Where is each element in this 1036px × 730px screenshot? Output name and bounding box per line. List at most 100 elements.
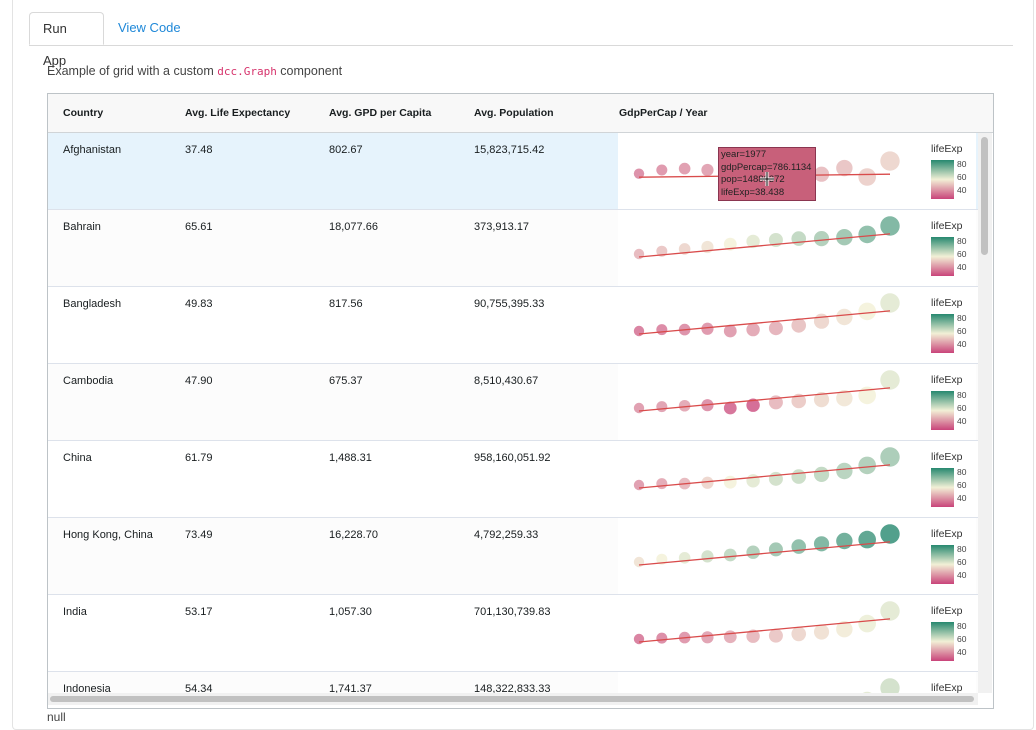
tab-view-code[interactable]: View Code (118, 20, 181, 35)
scatter-point[interactable] (858, 691, 876, 693)
table-row[interactable]: India 53.17 1,057.30 701,130,739.83 lifeExp 8… (48, 595, 978, 672)
scatter-point[interactable] (678, 552, 691, 564)
scatter-point[interactable] (746, 322, 760, 337)
scatter-point[interactable] (678, 243, 691, 255)
scatter-point[interactable] (880, 370, 900, 390)
scatter-point[interactable] (858, 614, 876, 633)
scatter-point[interactable] (858, 168, 876, 186)
scatter-point[interactable] (880, 447, 900, 467)
scatter-point[interactable] (858, 302, 876, 321)
scatter-point[interactable] (813, 466, 830, 482)
scatter-point[interactable] (813, 392, 830, 408)
scatter-point[interactable] (791, 469, 807, 484)
scatter-point[interactable] (678, 162, 691, 175)
table-row[interactable]: China 61.79 1,488.31 958,160,051.92 lifeExp 8… (48, 441, 978, 518)
scatter-point[interactable] (746, 474, 760, 488)
scatter-point[interactable] (813, 313, 830, 329)
scatter-point[interactable] (880, 601, 900, 621)
scatter-point[interactable] (880, 293, 900, 313)
scatter-point[interactable] (701, 476, 714, 489)
header-gdp-per-capita[interactable]: Avg. GPD per Capita (329, 107, 432, 119)
scatter-point[interactable] (723, 401, 737, 415)
tab-run-app[interactable]: Run App (29, 12, 104, 68)
scatter-point[interactable] (880, 678, 900, 693)
scatter-point[interactable] (656, 553, 668, 565)
table-row[interactable]: Cambodia 47.90 675.37 8,510,430.67 lifeExp 80… (48, 364, 978, 441)
scatter-point[interactable] (880, 216, 900, 236)
scatter-point[interactable] (813, 166, 830, 182)
scatter-point[interactable] (768, 542, 783, 557)
scatter-point[interactable] (836, 621, 853, 638)
scatter-point[interactable] (701, 631, 714, 644)
header-life-expectancy[interactable]: Avg. Life Expectancy (185, 107, 291, 119)
scatter-point[interactable] (836, 390, 853, 407)
scatter-point[interactable] (633, 325, 645, 337)
scatter-point[interactable] (656, 245, 668, 257)
table-row[interactable]: Bangladesh 49.83 817.56 90,755,395.33 lifeEx… (48, 287, 978, 364)
scatter-point[interactable] (858, 456, 876, 475)
scatter-point[interactable] (791, 318, 807, 333)
scatter-point[interactable] (656, 324, 668, 336)
scatter-point[interactable] (746, 629, 760, 643)
scatter-point[interactable] (836, 229, 853, 246)
scatter-point[interactable] (656, 478, 668, 490)
scatter-point[interactable] (633, 479, 645, 491)
scatter-point[interactable] (723, 475, 737, 489)
scatter-point[interactable] (678, 399, 691, 412)
scatter-point[interactable] (633, 168, 645, 179)
scatter-point[interactable] (813, 231, 830, 247)
scatter-point[interactable] (858, 225, 876, 244)
header-gdp-chart[interactable]: GdpPerCap / Year (619, 107, 708, 119)
scatter-point[interactable] (746, 234, 760, 249)
header-population[interactable]: Avg. Population (474, 107, 554, 119)
scatter-point[interactable] (836, 159, 853, 177)
table-row[interactable]: Hong Kong, China 73.49 16,228.70 4,792,259.… (48, 518, 978, 595)
vertical-scrollbar[interactable] (978, 133, 992, 693)
scatter-point[interactable] (656, 164, 668, 176)
scatter-point[interactable] (791, 539, 807, 554)
scatter-point[interactable] (656, 401, 668, 413)
scatter-point[interactable] (858, 530, 876, 549)
scatter-point[interactable] (633, 402, 645, 414)
scatter-point[interactable] (746, 545, 760, 559)
scatter-point[interactable] (768, 471, 783, 486)
scatter-point[interactable] (723, 237, 737, 251)
scatter-point[interactable] (836, 462, 853, 480)
scatter-point[interactable] (701, 322, 714, 335)
scatter-point[interactable] (723, 324, 737, 338)
scatter-point[interactable] (656, 632, 668, 644)
scatter-point[interactable] (633, 633, 645, 645)
table-row[interactable]: Indonesia 54.34 1,741.37 148,322,833.33 life… (48, 672, 978, 693)
header-country[interactable]: Country (63, 107, 104, 119)
horizontal-scrollbar[interactable] (48, 693, 978, 705)
table-row[interactable]: Afghanistan 37.48 802.67 15,823,715.42 lifeE… (48, 133, 978, 210)
vertical-scroll-thumb[interactable] (981, 137, 988, 255)
scatter-point[interactable] (701, 163, 714, 177)
scatter-point[interactable] (880, 151, 900, 171)
scatter-point[interactable] (768, 321, 783, 336)
scatter-point[interactable] (791, 393, 807, 409)
horizontal-scroll-thumb[interactable] (50, 696, 974, 702)
scatter-point[interactable] (813, 624, 830, 640)
scatter-point[interactable] (791, 231, 807, 246)
scatter-point[interactable] (723, 548, 737, 562)
scatter-point[interactable] (746, 398, 760, 412)
scatter-point[interactable] (701, 550, 714, 563)
scatter-point[interactable] (768, 628, 783, 643)
scatter-point[interactable] (836, 308, 853, 326)
table-row[interactable]: Bahrain 65.61 18,077.66 373,913.17 lifeExp 80… (48, 210, 978, 287)
